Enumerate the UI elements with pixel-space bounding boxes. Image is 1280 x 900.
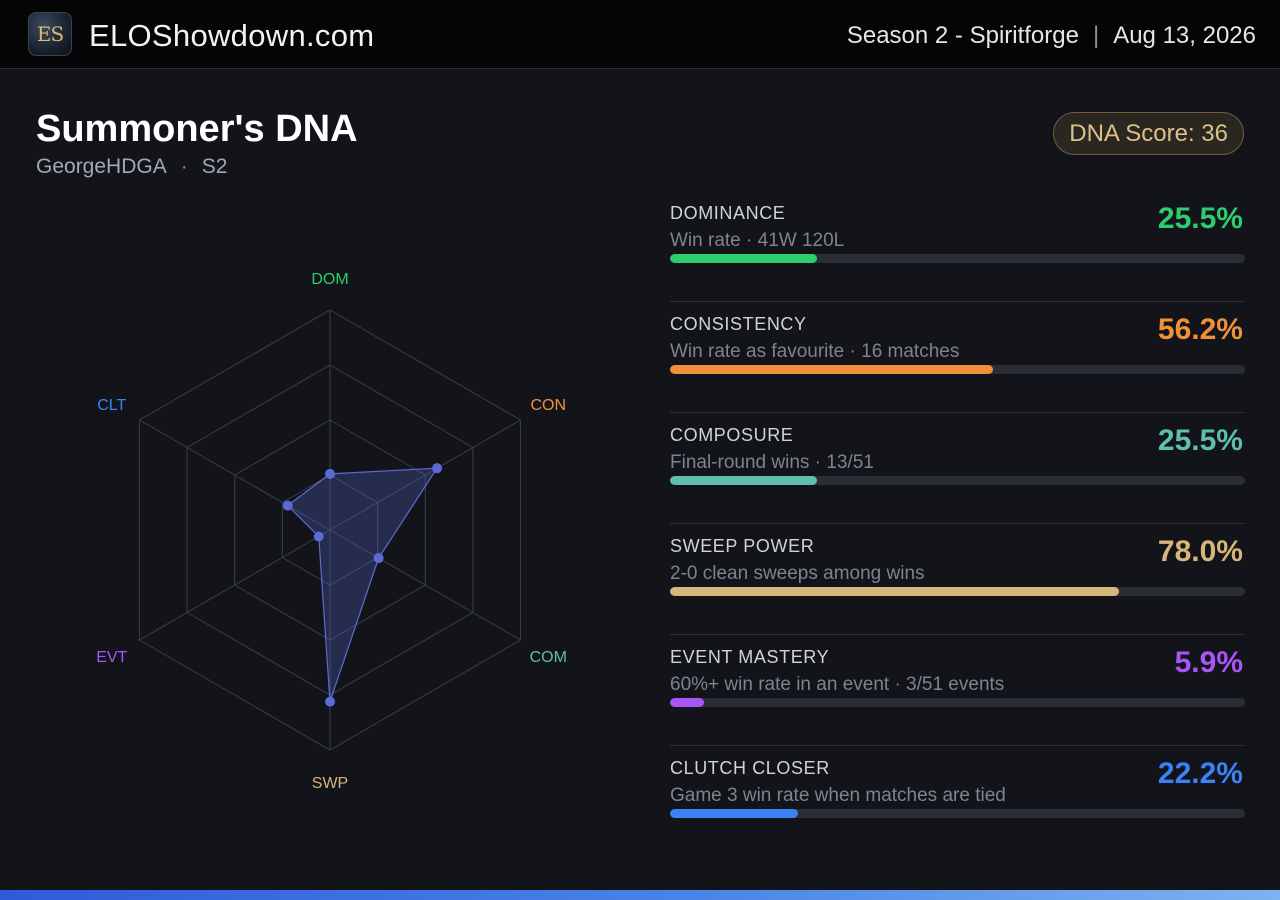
metric-name: EVENT MASTERY [670,647,830,667]
metric-name: CONSISTENCY [670,314,807,334]
radar-data-point [282,500,293,511]
radar-axis-label: DOM [311,271,348,288]
radar-data-point [373,553,384,564]
subtitle-dot: · [180,155,188,178]
metric-row: DOMINANCE Win rate · 41W 120L 25.5% [670,190,1245,301]
metric-progress-track [670,365,1245,374]
metric-name: CLUTCH CLOSER [670,758,830,778]
metric-description: Game 3 win rate when matches are tied [670,785,1006,806]
metric-description: Final-round wins · 13/51 [670,452,874,473]
metric-progress-fill [670,476,817,485]
radar-data-point [432,463,443,474]
metric-progress-fill [670,365,994,374]
top-bar: ES ELOShowdown.com Season 2 - Spiritforg… [0,0,1280,69]
metrics-list: DOMINANCE Win rate · 41W 120L 25.5% CONSIST… [670,190,1245,856]
radar-data-point [313,531,324,542]
radar-data-polygon [286,467,439,702]
metric-row: CONSISTENCY Win rate as favourite · 16 ma… [670,301,1245,412]
metric-description: 60%+ win rate in an event · 3/51 events [670,674,1005,695]
radar-axis-label: SWP [312,775,348,792]
bottom-accent-bar [0,890,1280,900]
metric-percent: 25.5% [1157,424,1243,457]
metric-progress-track [670,809,1245,818]
radar-spoke [329,419,521,531]
metric-row: COMPOSURE Final-round wins · 13/51 25.5% [670,412,1245,523]
metric-description: Win rate · 41W 120L [670,230,845,251]
player-subtitle: GeorgeHDGA · S2 [36,155,227,179]
player-name: GeorgeHDGA [36,155,167,178]
metric-progress-track [670,587,1245,596]
site-name[interactable]: ELOShowdown.com [89,18,375,53]
metric-row: CLUTCH CLOSER Game 3 win rate when matche… [670,745,1245,856]
metric-progress-track [670,698,1245,707]
dna-radar-chart: DOM CON COM SWP EVT CLT [96,271,567,792]
metric-name: COMPOSURE [670,425,794,445]
season-tag: S2 [201,155,228,178]
radar-data-point [325,468,335,479]
radar-axis-label: CLT [97,397,126,414]
metric-progress-fill [670,809,798,818]
metric-percent: 78.0% [1157,535,1243,568]
metric-percent: 25.5% [1157,202,1243,235]
date-label: Aug 13, 2026 [1113,22,1256,49]
metric-progress-fill [670,698,704,707]
metric-progress-fill [670,254,817,263]
radar-axis-label: COM [530,649,567,666]
logo-text: ES [36,22,64,46]
radar-axis-label: EVT [96,649,127,666]
metric-percent: 22.2% [1157,757,1243,790]
radar-spoke [329,529,521,641]
header-separator: | [1092,22,1100,49]
dna-score-badge: DNA Score: 36 [1053,112,1244,155]
metric-description: 2-0 clean sweeps among wins [670,563,925,584]
radar-data-point [325,696,335,707]
metric-progress-track [670,254,1245,263]
metric-name: DOMINANCE [670,203,786,223]
metric-name: SWEEP POWER [670,536,815,556]
season-label: Season 2 - Spiritforge [846,22,1079,49]
metric-description: Win rate as favourite · 16 matches [670,341,960,362]
season-info: Season 2 - Spiritforge | Aug 13, 2026 [847,22,1256,50]
metric-progress-track [670,476,1245,485]
metric-percent: 56.2% [1157,313,1243,346]
radar-axis-label: CON [530,397,566,414]
metric-row: SWEEP POWER 2-0 clean sweeps among wins 78… [670,523,1245,634]
metric-percent: 5.9% [1174,646,1243,679]
radar-spoke [139,419,331,531]
metric-row: EVENT MASTERY 60%+ win rate in an event ·… [670,634,1245,745]
radar-spoke [139,529,331,641]
site-logo[interactable]: ES [28,12,72,56]
page-title: Summoner's DNA [36,108,358,150]
metric-progress-fill [670,587,1119,596]
